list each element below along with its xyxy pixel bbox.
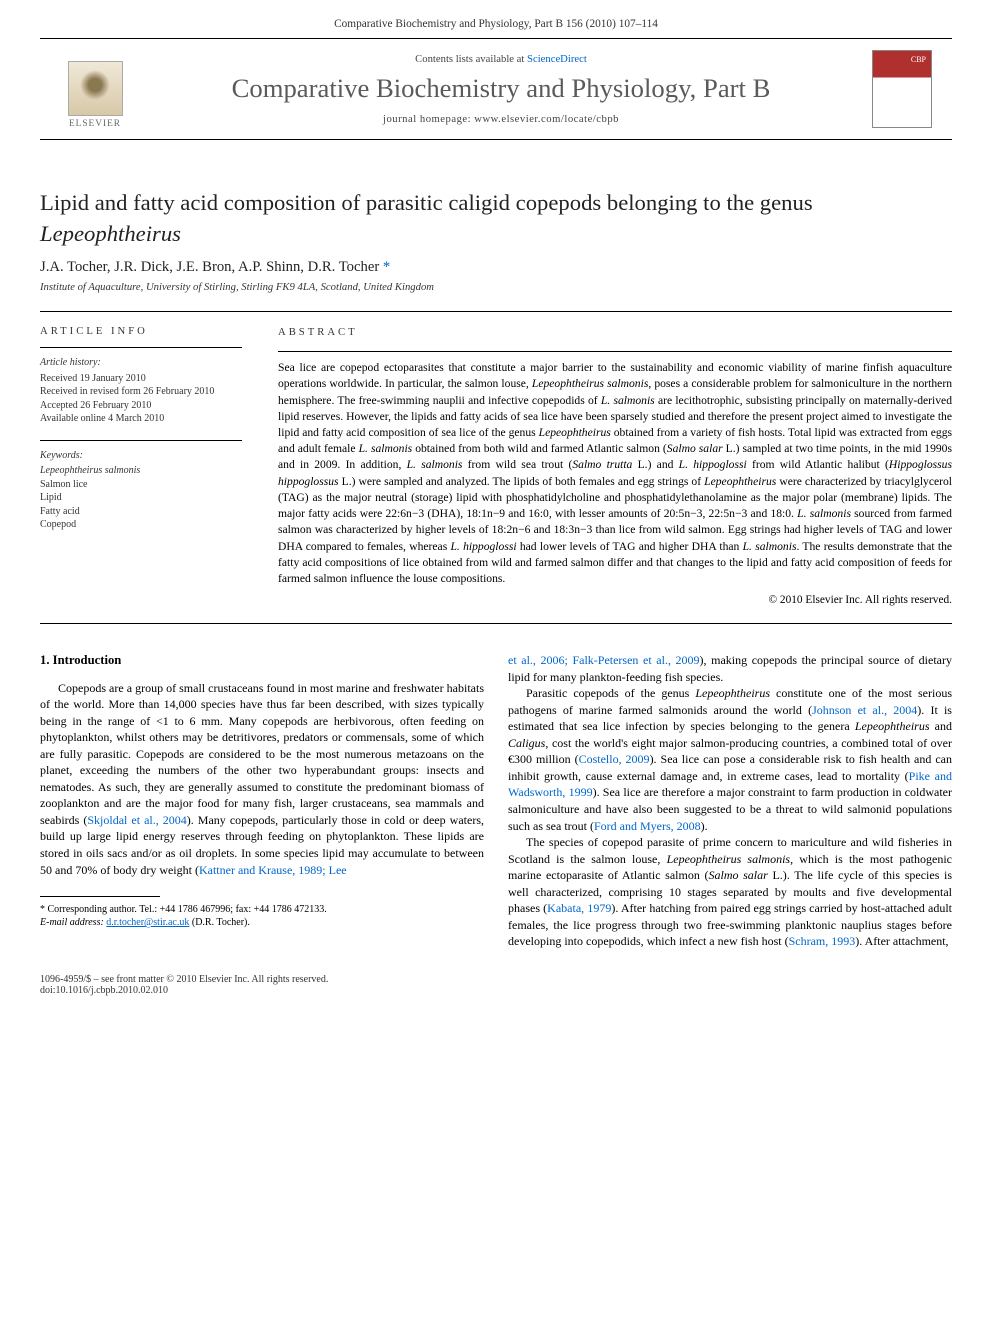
meta-abstract-row: article info Article history: Received 1…	[40, 311, 952, 623]
author-list: J.A. Tocher, J.R. Dick, J.E. Bron, A.P. …	[40, 259, 952, 276]
corr-email-link[interactable]: d.r.tocher@stir.ac.uk	[106, 917, 189, 928]
contents-prefix: Contents lists available at	[415, 54, 527, 65]
footer-doi: doi:10.1016/j.cbpb.2010.02.010	[40, 985, 328, 996]
sciencedirect-link[interactable]: ScienceDirect	[527, 54, 587, 65]
article-info-heading: article info	[40, 326, 242, 337]
keyword-item: Lepeophtheirus salmonis	[40, 464, 242, 478]
journal-homepage-line: journal homepage: www.elsevier.com/locat…	[130, 114, 872, 125]
keywords-label: Keywords:	[40, 449, 242, 463]
elsevier-tree-icon	[68, 61, 123, 116]
body-column-left: 1. Introduction Copepods are a group of …	[40, 652, 484, 950]
page-footer: 1096-4959/$ – see front matter © 2010 El…	[40, 974, 952, 996]
keyword-item: Lipid	[40, 491, 242, 505]
title-genus: Lepeophtheirus	[40, 221, 181, 246]
footnote-separator	[40, 896, 160, 897]
article-info-column: article info Article history: Received 1…	[40, 312, 260, 623]
email-suffix: (D.R. Tocher).	[189, 917, 250, 928]
abstract-copyright: © 2010 Elsevier Inc. All rights reserved…	[278, 593, 952, 609]
footer-left: 1096-4959/$ – see front matter © 2010 El…	[40, 974, 328, 996]
keyword-item: Fatty acid	[40, 505, 242, 519]
history-received: Received 19 January 2010	[40, 372, 242, 386]
abstract-heading: abstract	[278, 326, 952, 341]
article-history-block: Article history: Received 19 January 201…	[40, 356, 242, 426]
intro-p1: Copepods are a group of small crustacean…	[40, 680, 484, 879]
title-text: Lipid and fatty acid composition of para…	[40, 190, 813, 215]
history-revised: Received in revised form 26 February 201…	[40, 385, 242, 399]
journal-cover-thumb	[872, 50, 932, 128]
corresponding-mark: *	[383, 259, 390, 275]
journal-banner: ELSEVIER Contents lists available at Sci…	[40, 38, 952, 140]
elsevier-label: ELSEVIER	[69, 119, 121, 129]
running-head: Comparative Biochemistry and Physiology,…	[0, 0, 992, 38]
keyword-item: Copepod	[40, 518, 242, 532]
footer-copyright: 1096-4959/$ – see front matter © 2010 El…	[40, 974, 328, 985]
history-label: Article history:	[40, 356, 242, 370]
email-label: E-mail address:	[40, 917, 106, 928]
keyword-item: Salmon lice	[40, 478, 242, 492]
article-title: Lipid and fatty acid composition of para…	[40, 188, 952, 249]
abstract-text: Sea lice are copepod ectoparasites that …	[278, 360, 952, 587]
affiliation: Institute of Aquaculture, University of …	[40, 282, 952, 293]
intro-p2: Parasitic copepods of the genus Lepeopht…	[508, 685, 952, 834]
intro-p1-continued: et al., 2006; Falk-Petersen et al., 2009…	[508, 652, 952, 685]
body-column-right: et al., 2006; Falk-Petersen et al., 2009…	[508, 652, 952, 950]
banner-center: Contents lists available at ScienceDirec…	[130, 54, 872, 125]
corr-contact: * Corresponding author. Tel.: +44 1786 4…	[40, 903, 484, 916]
corr-email-line: E-mail address: d.r.tocher@stir.ac.uk (D…	[40, 916, 484, 929]
elsevier-logo: ELSEVIER	[60, 49, 130, 129]
body-columns: 1. Introduction Copepods are a group of …	[40, 652, 952, 950]
homepage-prefix: journal homepage:	[383, 114, 474, 125]
homepage-url: www.elsevier.com/locate/cbpb	[474, 114, 619, 125]
abstract-divider	[40, 623, 952, 624]
journal-name: Comparative Biochemistry and Physiology,…	[130, 73, 872, 104]
intro-p3: The species of copepod parasite of prime…	[508, 834, 952, 950]
keywords-block: Keywords: Lepeophtheirus salmonis Salmon…	[40, 449, 242, 532]
abstract-column: abstract Sea lice are copepod ectoparasi…	[260, 312, 952, 623]
history-online: Available online 4 March 2010	[40, 412, 242, 426]
contents-available-line: Contents lists available at ScienceDirec…	[130, 54, 872, 65]
history-accepted: Accepted 26 February 2010	[40, 399, 242, 413]
authors-text: J.A. Tocher, J.R. Dick, J.E. Bron, A.P. …	[40, 259, 383, 275]
corresponding-footnote: * Corresponding author. Tel.: +44 1786 4…	[40, 903, 484, 929]
section-heading-intro: 1. Introduction	[40, 652, 484, 669]
